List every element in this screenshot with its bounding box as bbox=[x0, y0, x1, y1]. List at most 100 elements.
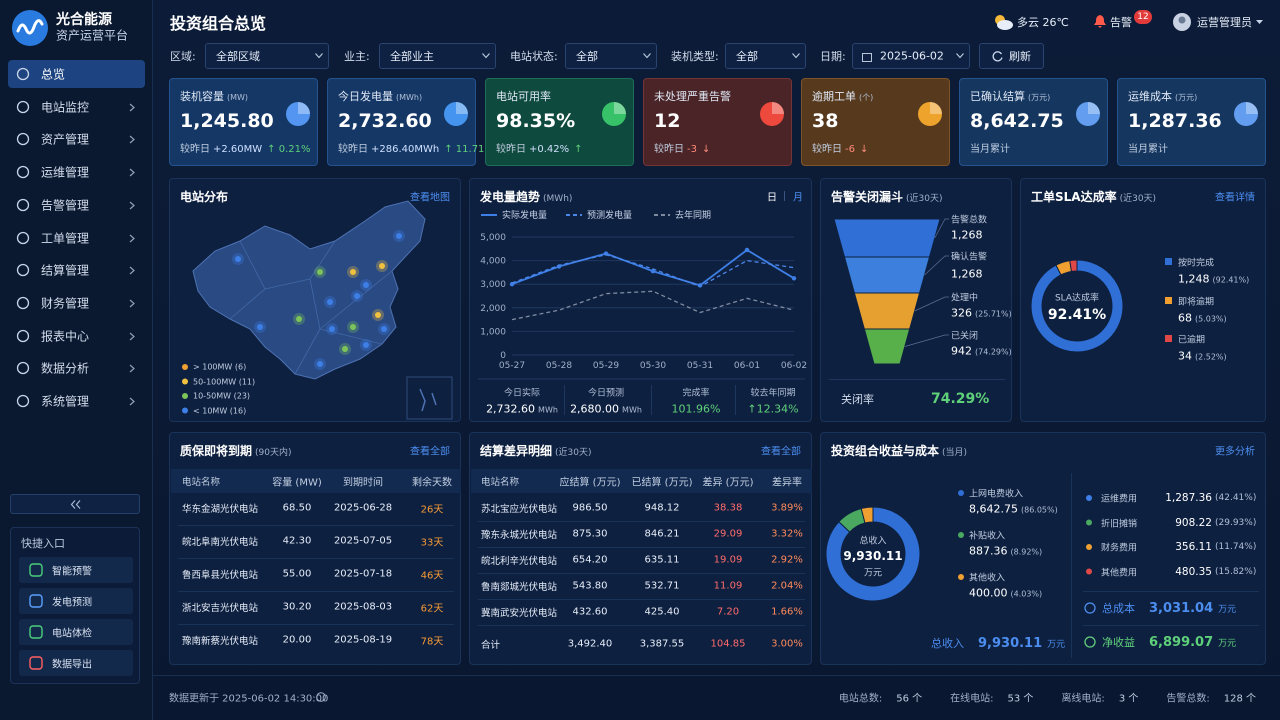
nav-item[interactable]: 告警管理 bbox=[8, 191, 145, 219]
panel-subtitle: (MWh) bbox=[543, 194, 573, 204]
cost-divider bbox=[1083, 625, 1259, 626]
kpi-foot-label: 较昨日 bbox=[338, 144, 368, 155]
legend-pct: (86.05%) bbox=[1020, 505, 1058, 515]
kpi-value: 8,642.75 bbox=[970, 110, 1064, 132]
nav-item[interactable]: 电站监控 bbox=[8, 93, 145, 121]
nav-label: 数据分析 bbox=[41, 361, 90, 376]
nav-item[interactable]: 运维管理 bbox=[8, 158, 145, 186]
refresh-button[interactable]: 刷新 bbox=[979, 43, 1044, 69]
nav-icon bbox=[16, 165, 30, 179]
filter-select[interactable]: 全部 bbox=[565, 43, 657, 69]
station-dot bbox=[381, 326, 387, 332]
nav-icon-shape bbox=[16, 100, 30, 113]
legend-value: 400.00 (4.03%) bbox=[969, 587, 1042, 600]
cloud bbox=[997, 20, 1013, 30]
cost-value: 908.22 bbox=[1175, 516, 1212, 529]
table-cell: 2.04% bbox=[771, 580, 803, 592]
quick-item[interactable]: 数据导出 bbox=[19, 650, 133, 676]
panel-link[interactable]: 查看详情 bbox=[1215, 192, 1255, 204]
summary-row: 总收入 9,930.11 万元 bbox=[931, 635, 1065, 651]
filter-value: 全部业主 bbox=[390, 50, 434, 63]
province-border bbox=[319, 270, 393, 330]
nav-item[interactable]: 财务管理 bbox=[8, 289, 145, 317]
cost-dot bbox=[1086, 568, 1092, 575]
kpi-icon-detail bbox=[930, 102, 942, 114]
filter-select[interactable]: 2025-06-02 bbox=[852, 43, 970, 69]
kpi-card: 今日发电量 (MWh) 2,732.60 较昨日 +286.40MWh ↑ 11.71% bbox=[327, 78, 494, 166]
panel-subtitle: (近30天) bbox=[1119, 194, 1157, 204]
nav-label: 总览 bbox=[41, 67, 66, 82]
panel-link[interactable]: 查看全部 bbox=[761, 446, 801, 458]
quick-item[interactable]: 电站体检 bbox=[19, 619, 133, 645]
funnel-pointer bbox=[924, 255, 949, 276]
kpi-delta: -6 bbox=[845, 144, 855, 155]
kpi-change: ↑ 11.71% bbox=[444, 144, 494, 155]
table-cell: 2025-06-28 bbox=[333, 502, 393, 514]
filter-select[interactable]: 全部业主 bbox=[379, 43, 496, 69]
legend-label: 按时完成 bbox=[1178, 258, 1215, 269]
panel-link[interactable]: 更多分析 bbox=[1215, 446, 1255, 458]
nav-icon-shape bbox=[16, 362, 30, 375]
kpi-icon-detail bbox=[456, 102, 468, 114]
footer-stats: 电站总数: 56 个 在线电站: 53 个 离线电站: 3 个 告警总数: 128 个 bbox=[839, 690, 1256, 705]
china-outline bbox=[192, 200, 426, 380]
nav-item[interactable]: 资产管理 bbox=[8, 125, 145, 153]
kpi-icon bbox=[1076, 102, 1100, 126]
cost-pct: (15.82%) bbox=[1215, 566, 1257, 577]
chevron-line bbox=[129, 234, 135, 242]
quick-item[interactable]: 发电预测 bbox=[19, 588, 133, 614]
kpi-head: 逾期工单 (个) bbox=[812, 88, 873, 104]
quick-icon bbox=[29, 563, 43, 577]
cost-pct: (11.74%) bbox=[1215, 542, 1257, 552]
chevron-line bbox=[129, 299, 135, 308]
quick-panel: 快捷入口智能预警发电预测电站体检数据导出 bbox=[10, 527, 140, 684]
calendar bbox=[862, 53, 872, 62]
panel-link[interactable]: 查看全部 bbox=[410, 446, 450, 458]
toggle[interactable]: 月 bbox=[793, 192, 803, 204]
kpi-card: 已确认结算 (万元) 8,642.75 当月累计 bbox=[959, 78, 1108, 166]
series-point bbox=[650, 269, 656, 274]
table-cell: 875.30 bbox=[572, 528, 608, 540]
nav-icon bbox=[16, 100, 30, 113]
inset-islands bbox=[419, 388, 437, 412]
kpi-title: 今日发电量 bbox=[338, 90, 393, 103]
row-divider bbox=[478, 625, 805, 626]
legend-label: 即将逾期 bbox=[1178, 297, 1215, 307]
stat-label: 今日预测 bbox=[587, 388, 625, 399]
nav-item[interactable]: 系统管理 bbox=[8, 387, 145, 415]
legend-label: 补贴收入 bbox=[969, 531, 1006, 542]
nav-item[interactable]: 总览 bbox=[8, 60, 145, 88]
row-divider bbox=[478, 599, 805, 600]
table-cell: 425.40 bbox=[644, 606, 680, 618]
funnel-divider bbox=[829, 379, 1005, 380]
collapse-button[interactable] bbox=[10, 494, 140, 514]
kpi-title: 装机容量 bbox=[180, 90, 224, 103]
summary-row: 总成本 3,031.04 万元 bbox=[1102, 600, 1236, 616]
panel-title: 电站分布 bbox=[180, 190, 229, 204]
panel-subtitle: (近30天) bbox=[555, 448, 592, 458]
funnel-value: 942 (74.29%) bbox=[951, 345, 1012, 358]
nav-item[interactable]: 数据分析 bbox=[8, 354, 145, 382]
donut-center-label: 总收入 bbox=[859, 536, 887, 547]
nav-item[interactable]: 工单管理 bbox=[8, 224, 145, 252]
table-cell: 654.20 bbox=[572, 554, 608, 566]
panel-link[interactable]: 查看地图 bbox=[410, 192, 450, 204]
x-tick-label: 06-01 bbox=[734, 361, 760, 371]
station-dot bbox=[350, 324, 356, 330]
quick-title: 快捷入口 bbox=[21, 537, 65, 550]
summary-unit: 万元 bbox=[1218, 605, 1237, 615]
kpi-foot: 当月累计 bbox=[970, 140, 1010, 155]
x-tick-label: 05-30 bbox=[640, 361, 666, 371]
filter-select[interactable]: 全部 bbox=[725, 43, 806, 69]
quick-item[interactable]: 智能预警 bbox=[19, 557, 133, 583]
nav-label: 运维管理 bbox=[41, 165, 90, 180]
logo bbox=[12, 10, 48, 46]
filter-select[interactable]: 全部区域 bbox=[205, 43, 329, 69]
nav-item[interactable]: 报表中心 bbox=[8, 322, 145, 350]
cost-name: 运维费用 bbox=[1101, 494, 1138, 505]
toggle[interactable]: 日 bbox=[767, 192, 777, 204]
legend-dot bbox=[958, 490, 964, 496]
legend-label: > 100MW (6) bbox=[193, 362, 247, 372]
nav-item[interactable]: 结算管理 bbox=[8, 256, 145, 284]
summary-row: 净收益 6,899.07 万元 bbox=[1102, 634, 1236, 650]
